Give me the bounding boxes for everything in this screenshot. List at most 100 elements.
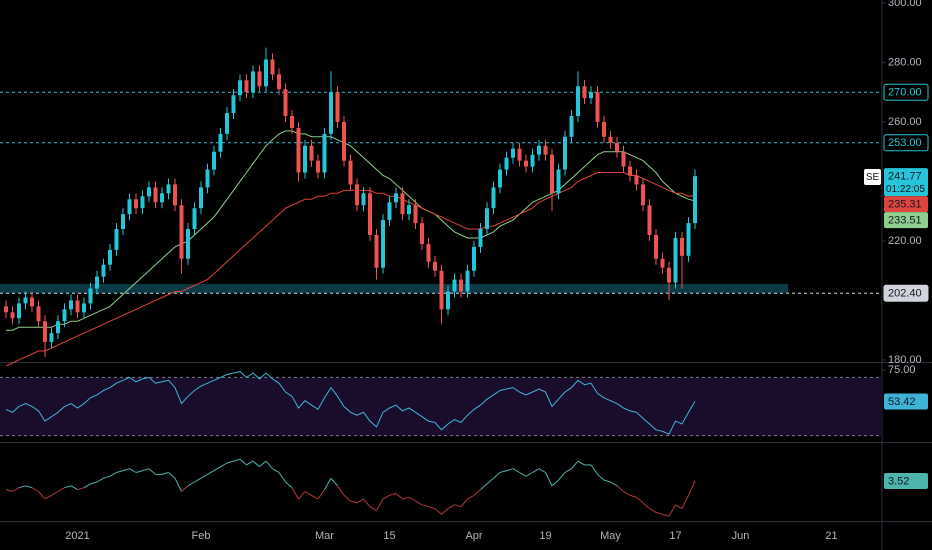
candle-body	[225, 113, 229, 134]
oscillator-segment	[220, 462, 228, 468]
oscillator-segment	[382, 494, 390, 500]
oscillator-segment	[577, 460, 585, 466]
oscillator-segment	[499, 470, 507, 473]
oscillator-segment	[129, 468, 137, 473]
x-tick-label: Mar	[315, 530, 334, 542]
candle-body	[69, 300, 73, 310]
level-tag	[883, 284, 929, 302]
oscillator-segment	[369, 506, 377, 511]
candle-body	[556, 169, 561, 194]
oscillator-segment	[200, 473, 208, 479]
candle-body	[530, 154, 535, 167]
candle-body	[316, 160, 320, 173]
oscillator-segment	[174, 477, 182, 492]
candle-body	[498, 169, 502, 188]
candle-body	[569, 116, 574, 137]
moving-average	[6, 130, 696, 331]
x-tick-label: 2021	[65, 530, 89, 542]
candle-body	[199, 187, 203, 209]
oscillator-segment	[317, 489, 325, 500]
candle-body	[602, 121, 606, 137]
oscillator-segment	[265, 460, 273, 470]
oscillator-segment	[642, 502, 650, 509]
oscillator-segment	[77, 487, 85, 491]
oscillator-segment	[194, 477, 202, 483]
oscillator-segment	[473, 489, 481, 496]
candle-body	[238, 80, 242, 96]
candle-body	[693, 176, 697, 224]
candle-body	[576, 86, 580, 117]
oscillator-segment	[532, 468, 540, 473]
candle-body	[582, 86, 587, 99]
oscillator-segment	[460, 498, 468, 508]
candle-body	[277, 74, 281, 90]
oscillator-segment	[590, 464, 598, 475]
rsi-band	[0, 377, 882, 436]
oscillator-segment	[636, 496, 644, 504]
oscillator-segment	[259, 460, 267, 468]
x-tick-label: 19	[539, 530, 551, 542]
candle-body	[134, 199, 138, 209]
candle-body	[537, 145, 541, 155]
oscillator-segment	[402, 496, 410, 500]
candle-body	[147, 187, 151, 197]
y-tick-label: 300.00	[888, 0, 922, 9]
x-tick-label: May	[600, 530, 621, 542]
candle-body	[329, 92, 333, 134]
symbol-label: SE	[866, 172, 880, 183]
candle-body	[88, 288, 93, 304]
oscillator-segment	[421, 504, 429, 508]
candle-body	[433, 261, 437, 271]
oscillator-segment	[5, 489, 13, 492]
oscillator-segment	[181, 485, 189, 492]
candle-body	[101, 264, 106, 277]
candle-body	[504, 157, 509, 170]
candle-body	[251, 71, 255, 93]
oscillator-segment	[18, 485, 26, 489]
candle-body	[615, 142, 619, 152]
level-tag-label: 253.00	[888, 137, 922, 149]
candle-body	[368, 193, 372, 235]
oscillator-segment	[610, 481, 618, 487]
candle-body	[17, 303, 21, 319]
y-tick-label: 260.00	[888, 116, 922, 128]
oscillator-segment	[57, 487, 65, 492]
candle-body	[446, 291, 450, 310]
oscillator-segment	[545, 472, 553, 487]
oscillator-segment	[356, 498, 364, 504]
ma-tag-label: 235.31	[888, 199, 922, 211]
candle-body	[647, 205, 652, 235]
oscillator-segment	[311, 494, 319, 500]
candle-body	[62, 309, 67, 322]
candle-body	[563, 136, 567, 170]
candle-body	[485, 208, 489, 230]
candle-body	[270, 59, 275, 75]
candle-body	[491, 187, 496, 209]
candle-body	[511, 148, 515, 158]
oscillator-segment	[441, 508, 449, 515]
oscillator-segment	[148, 468, 156, 475]
oscillator-segment	[558, 472, 566, 481]
candle-body	[621, 151, 626, 167]
candle-body	[36, 306, 41, 322]
oscillator-segment	[395, 493, 403, 500]
candle-body	[290, 116, 294, 128]
x-tick-label: 17	[669, 530, 681, 542]
candle-body	[335, 92, 340, 122]
candle-body	[186, 229, 190, 259]
candle-body	[452, 279, 457, 292]
oscillator-segment	[649, 508, 657, 513]
oscillator-segment	[64, 485, 72, 489]
oscillator-segment	[564, 468, 572, 473]
y-tick-label: 75.00	[888, 364, 916, 376]
candle-body	[667, 267, 671, 283]
oscillator-segment	[551, 479, 559, 487]
oscillator-segment	[512, 468, 520, 473]
oscillator-segment	[662, 513, 670, 517]
candle-body	[381, 220, 385, 268]
candle-body	[608, 136, 613, 143]
oscillator-segment	[447, 504, 455, 510]
oscillator-segment	[376, 498, 384, 511]
oscillator-segment	[330, 477, 338, 487]
